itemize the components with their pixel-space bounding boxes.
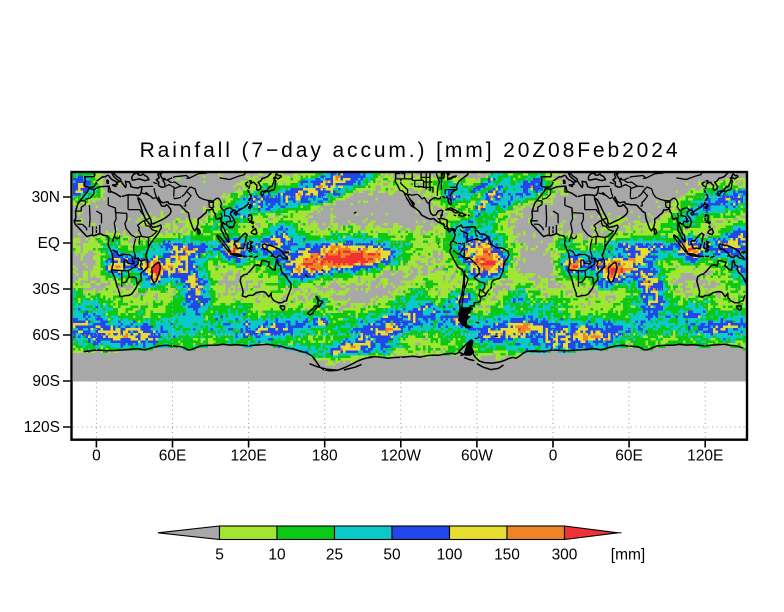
svg-text:300: 300 xyxy=(552,547,578,564)
svg-text:0: 0 xyxy=(549,448,558,465)
svg-text:60W: 60W xyxy=(461,448,493,465)
svg-text:90S: 90S xyxy=(32,373,60,390)
svg-text:10: 10 xyxy=(268,547,286,564)
svg-text:50: 50 xyxy=(383,547,401,564)
svg-text:120E: 120E xyxy=(230,448,266,465)
svg-text:5: 5 xyxy=(215,547,224,564)
svg-text:100: 100 xyxy=(437,547,463,564)
svg-text:0: 0 xyxy=(92,448,101,465)
svg-text:EQ: EQ xyxy=(38,235,60,252)
svg-text:120S: 120S xyxy=(24,419,60,436)
svg-text:120E: 120E xyxy=(687,448,723,465)
svg-text:30S: 30S xyxy=(32,281,60,298)
svg-text:[mm]: [mm] xyxy=(611,547,645,564)
svg-text:60E: 60E xyxy=(159,448,187,465)
svg-text:60S: 60S xyxy=(32,327,60,344)
svg-text:150: 150 xyxy=(494,547,520,564)
svg-text:30N: 30N xyxy=(32,189,60,206)
svg-text:60E: 60E xyxy=(615,448,643,465)
svg-text:180: 180 xyxy=(312,448,338,465)
svg-text:Rainfall (7−day accum.) [mm] 2: Rainfall (7−day accum.) [mm] 20Z08Feb202… xyxy=(140,139,681,162)
svg-text:25: 25 xyxy=(326,547,343,564)
svg-text:120W: 120W xyxy=(381,448,422,465)
